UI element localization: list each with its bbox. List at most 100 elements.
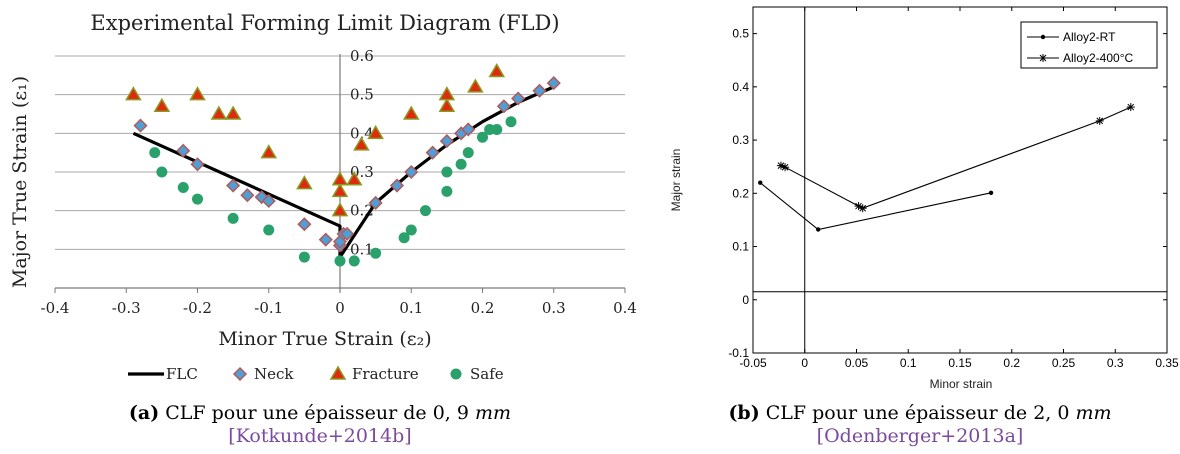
legend-neck-swatch	[232, 366, 248, 382]
safe-point	[455, 158, 467, 170]
neck-point	[297, 217, 312, 232]
neck-point	[404, 164, 419, 180]
ytick-label: 0.3	[732, 133, 749, 147]
ytick-label: 0.5	[732, 27, 749, 41]
fracture-point	[488, 62, 506, 78]
alloy2-400c-point	[858, 204, 867, 213]
safe-point	[156, 166, 168, 178]
xtick-label: 0.2	[1003, 356, 1020, 370]
safe-point	[491, 123, 503, 135]
safe-point	[149, 147, 161, 159]
caption-a: (a) CLF pour une épaisseur de 0, 9 mm [K…	[128, 402, 512, 447]
fld-chart: Experimental Forming Limit Diagram (FLD)…	[9, 11, 637, 383]
alloy2-rt-point	[816, 227, 821, 232]
safe-point	[192, 193, 203, 205]
ytick-label: 0.1	[350, 240, 374, 258]
ytick-label: 0	[742, 293, 749, 307]
xtick-label: 0.3	[1107, 356, 1124, 370]
safe-point	[334, 255, 346, 267]
xtick-label: 0	[801, 356, 808, 370]
safe-point	[420, 205, 431, 217]
safe-point	[177, 181, 189, 193]
ytick-label: 0.5	[350, 86, 374, 104]
fracture-point	[438, 97, 456, 113]
safe-point	[263, 224, 275, 236]
series-line-alloy2-400c	[780, 106, 1132, 209]
xtick-label: 0.3	[542, 299, 566, 317]
xtick-label: 0.05	[845, 356, 869, 370]
fracture-point	[331, 171, 349, 186]
panel-a: Experimental Forming Limit Diagram (FLD)…	[9, 11, 637, 447]
caption-b-label: (b)	[728, 402, 760, 424]
fracture-point	[189, 86, 206, 101]
caption-a-label: (a)	[128, 402, 160, 424]
caption-a-citation[interactable]: Kotkunde+2014b	[235, 425, 405, 447]
xtick-label: -0.1	[254, 299, 283, 317]
ytick-label: 0.4	[350, 124, 374, 142]
fracture-point	[210, 105, 228, 120]
neck-point	[261, 193, 276, 209]
caption-a-text: CLF pour une épaisseur de 0, 9	[159, 402, 476, 424]
legend-box	[1020, 21, 1158, 69]
neck-point	[389, 178, 405, 193]
safe-point	[505, 116, 517, 128]
neck-point	[240, 188, 255, 203]
ytick-label: 0.2	[732, 186, 749, 200]
xtick-label: 0.2	[471, 299, 495, 317]
fracture-point	[367, 124, 384, 140]
neck-point	[368, 195, 383, 210]
neck-point	[176, 143, 191, 158]
fracture-point	[467, 78, 484, 93]
caption-a-unit: mm	[475, 402, 512, 424]
fracture-point	[153, 97, 171, 113]
legend-fracture-swatch	[329, 365, 347, 380]
legend-label: Fracture	[352, 365, 419, 383]
caption-b-unit: mm	[1075, 402, 1112, 424]
alloy2-400c-point	[1095, 116, 1104, 125]
legend-label: Safe	[470, 365, 504, 383]
neck-point	[340, 226, 355, 241]
neck-point	[496, 99, 511, 114]
fracture-point	[331, 202, 349, 217]
neck-point	[425, 145, 440, 160]
neck-point	[190, 157, 205, 172]
neck-point	[439, 134, 454, 149]
safe-point	[348, 255, 360, 267]
neck-point	[546, 76, 561, 91]
legend-label: Neck	[254, 365, 294, 383]
chart-a-ylabel: Major True Strain (ε₁)	[9, 76, 31, 288]
neck-point	[133, 118, 148, 133]
fracture-point	[331, 182, 349, 198]
legend-label: Alloy2-400°C	[1063, 51, 1134, 65]
alloy2-rt-point	[988, 190, 994, 195]
caption-b-citation[interactable]: Odenberger+2013a	[824, 425, 1016, 447]
caption-b: (b) CLF pour une épaisseur de 2, 0 mm [O…	[728, 402, 1112, 447]
alloy2-400c-point	[1126, 103, 1135, 112]
fracture-point	[353, 136, 370, 151]
alloy2-400c-point	[781, 163, 790, 172]
fracture-point	[125, 86, 142, 101]
safe-point	[462, 147, 474, 159]
fracture-point	[345, 171, 363, 186]
xtick-label: 0.15	[948, 356, 972, 370]
xtick-label: 0	[335, 299, 345, 317]
safe-point	[227, 212, 239, 224]
chart-b-ylabel: Major strain	[669, 149, 683, 212]
caption-b-text: CLF pour une épaisseur de 2, 0	[759, 402, 1076, 424]
ytick-label: -0.1	[728, 346, 749, 360]
safe-point	[370, 247, 382, 259]
neck-point	[532, 83, 547, 98]
xtick-label: 0.35	[1155, 356, 1179, 370]
safe-point	[398, 232, 410, 244]
fracture-point	[224, 105, 242, 120]
xtick-label: -0.3	[112, 299, 141, 317]
chart-a-xlabel: Minor True Strain (ε₂)	[218, 328, 431, 350]
ytick-label: 0.4	[732, 80, 749, 94]
chart-a-title: Experimental Forming Limit Diagram (FLD)	[90, 11, 559, 35]
xtick-label: 0.1	[900, 356, 917, 370]
neck-point	[511, 91, 526, 106]
xtick-label: 0.25	[1052, 356, 1076, 370]
neck-point	[318, 232, 333, 247]
alloy2-rt-point	[758, 180, 763, 185]
xtick-label: -0.05	[739, 356, 767, 370]
